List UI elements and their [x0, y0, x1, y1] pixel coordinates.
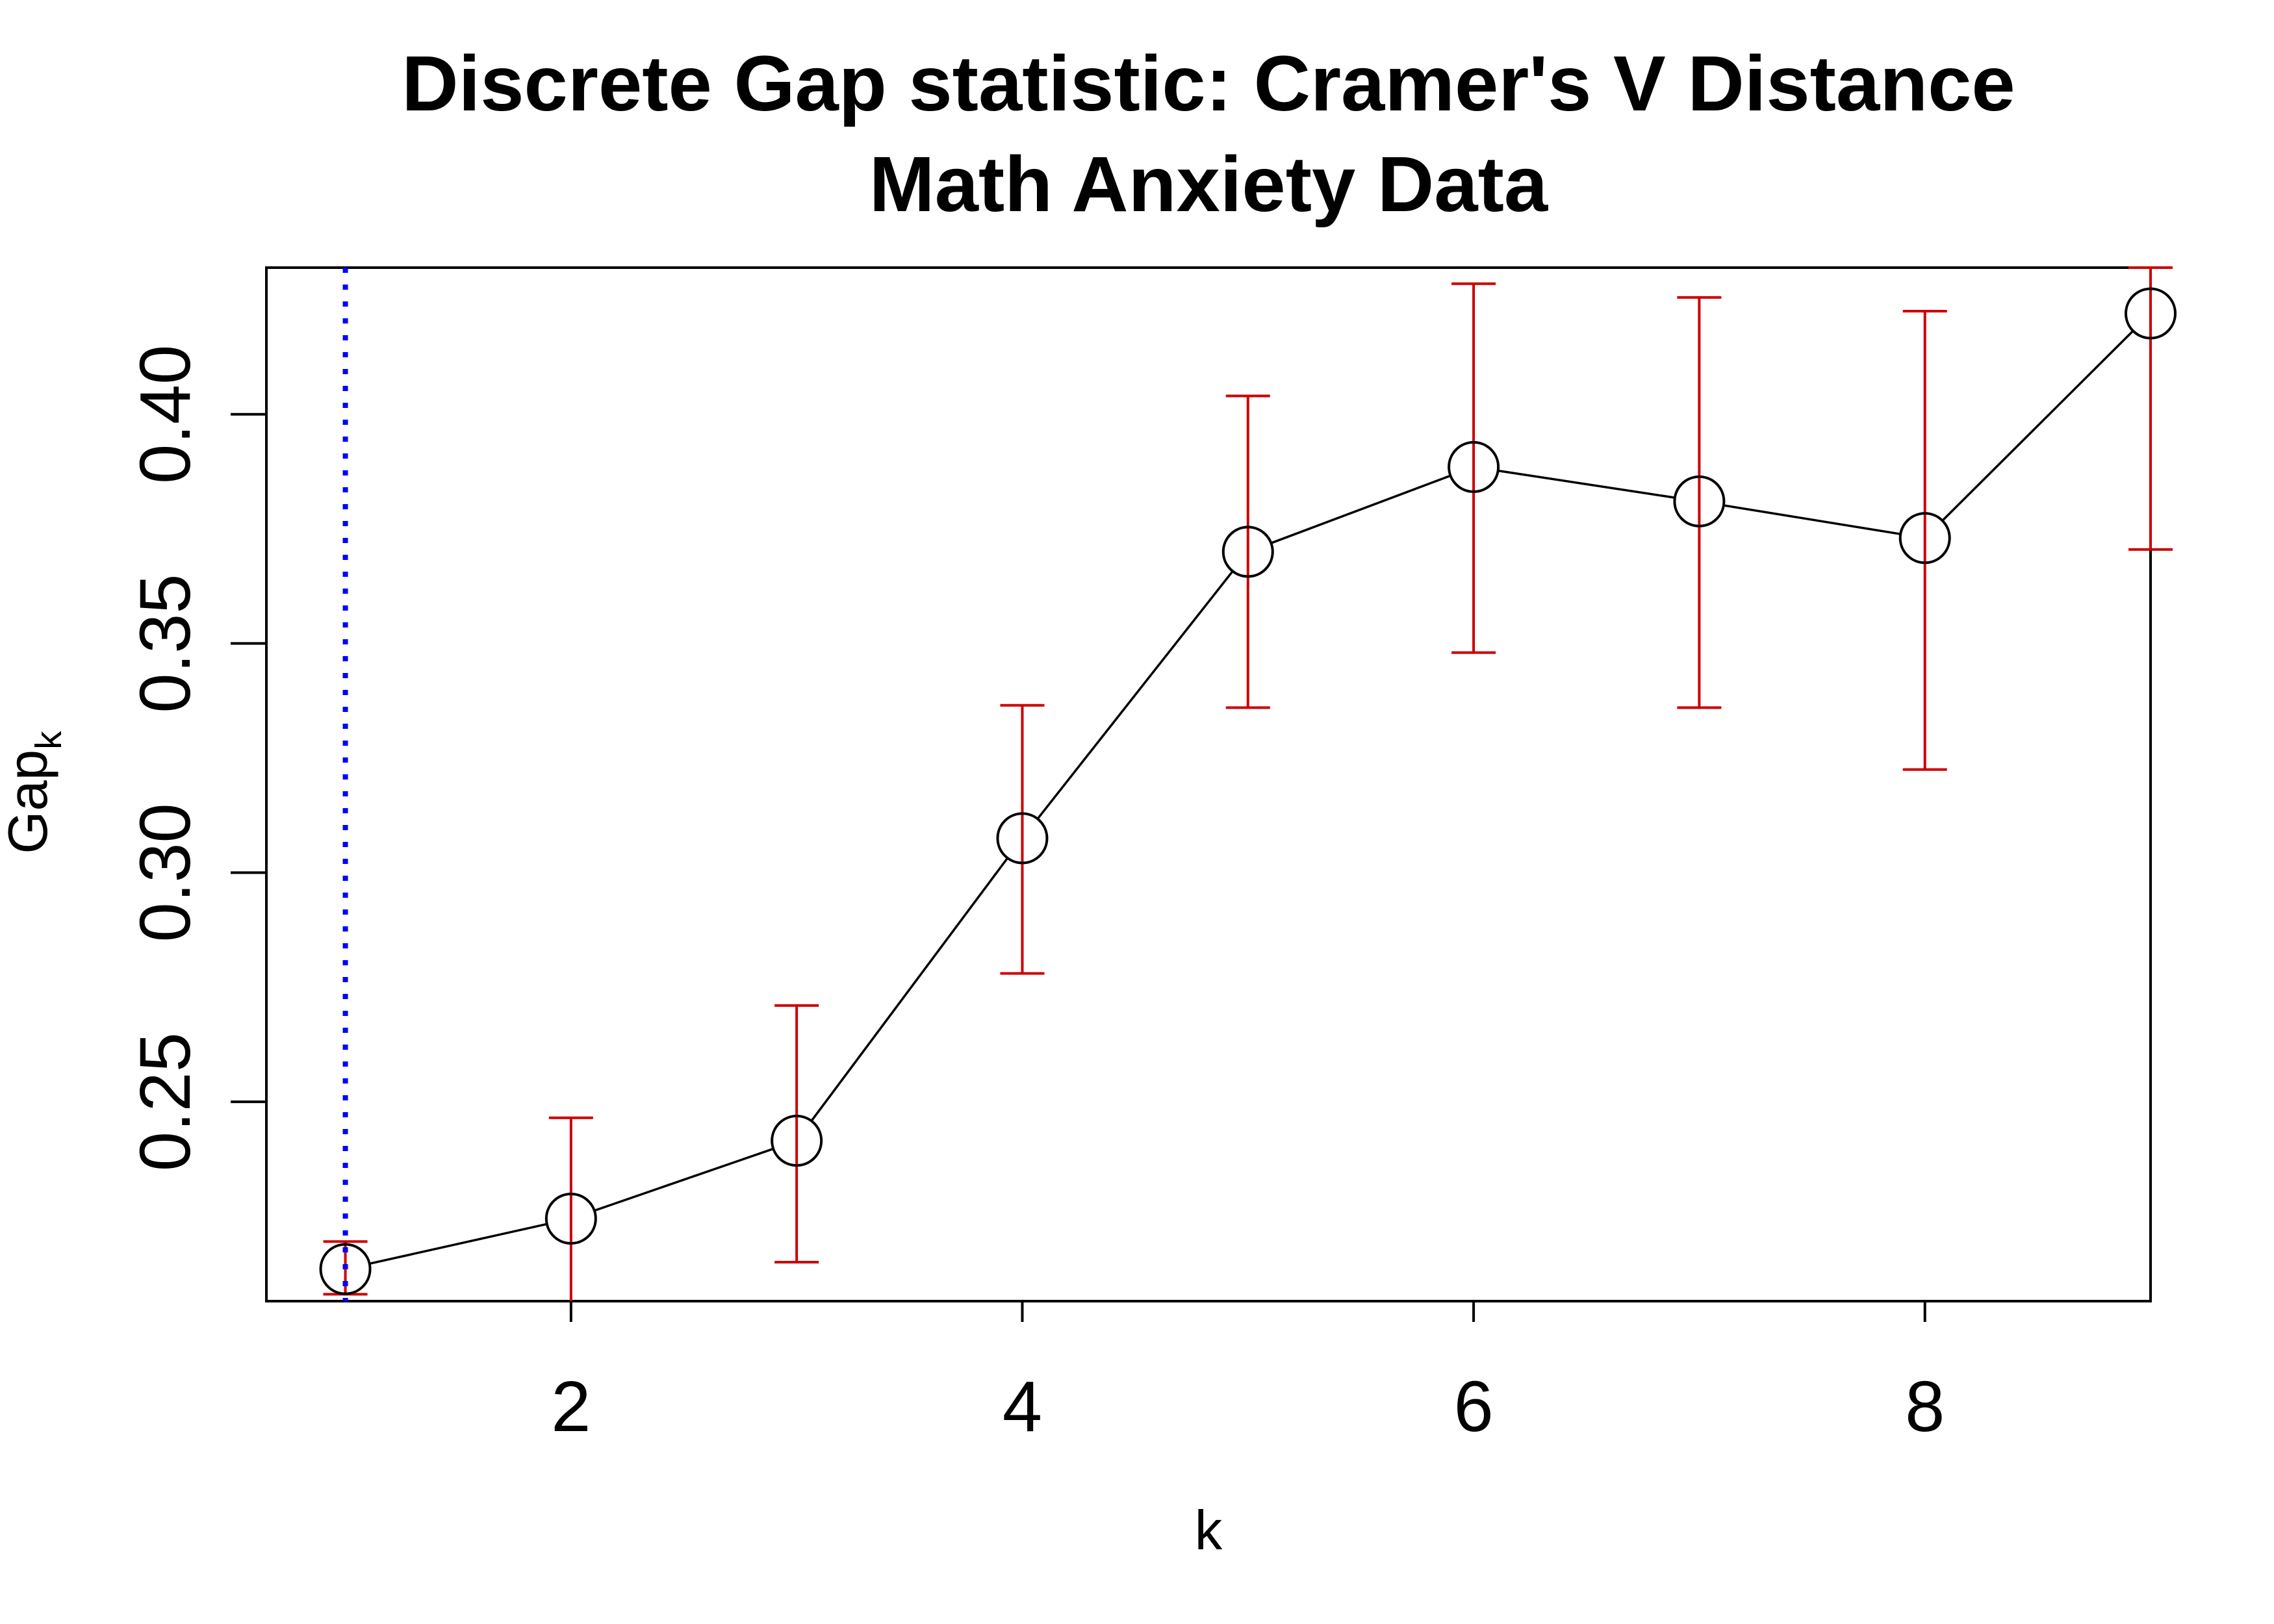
y-tick-label: 0.40: [125, 345, 205, 484]
plot-area: 2 4 6 8 0.25 0.30 0.35 0.40: [125, 266, 2177, 1447]
series-line-segment: [369, 1223, 548, 1265]
data-point: [544, 1193, 597, 1245]
x-tick-label: 6: [1453, 1367, 1493, 1447]
series-line-segment: [810, 857, 1009, 1122]
y-axis-label-main: Gap: [0, 750, 59, 854]
series-line-segment: [594, 1147, 774, 1212]
data-point: [996, 812, 1049, 865]
x-tick-label: 4: [1003, 1367, 1042, 1447]
plot-frame: [265, 266, 2152, 1302]
y-tick-label: 0.35: [125, 574, 205, 713]
data-point: [1448, 440, 1500, 493]
x-tick-label: 8: [1905, 1367, 1945, 1447]
series-line-segment: [1270, 474, 1451, 544]
x-tick-label: 2: [551, 1367, 591, 1447]
y-axis-label: Gapk: [0, 731, 70, 854]
series-line-segment: [1723, 504, 1901, 535]
y-tick-label: 0.25: [125, 1032, 205, 1171]
chart-title: Discrete Gap statistic: Cramer's V Dista…: [402, 39, 2015, 127]
data-point: [2125, 287, 2177, 340]
y-axis-label-subscript: k: [28, 731, 70, 750]
series-line-segment: [1036, 570, 1234, 820]
data-point: [1221, 526, 1274, 578]
chart-subtitle: Math Anxiety Data: [869, 140, 1549, 228]
series-line-segment: [1941, 330, 2134, 522]
data-point: [1898, 512, 1951, 565]
series-line-segment: [1498, 469, 1676, 499]
data-point: [771, 1115, 823, 1167]
y-tick-label: 0.30: [125, 803, 205, 942]
data-point: [1673, 475, 1726, 527]
data-point: [319, 1243, 372, 1295]
x-axis-label: k: [1195, 1500, 1223, 1562]
